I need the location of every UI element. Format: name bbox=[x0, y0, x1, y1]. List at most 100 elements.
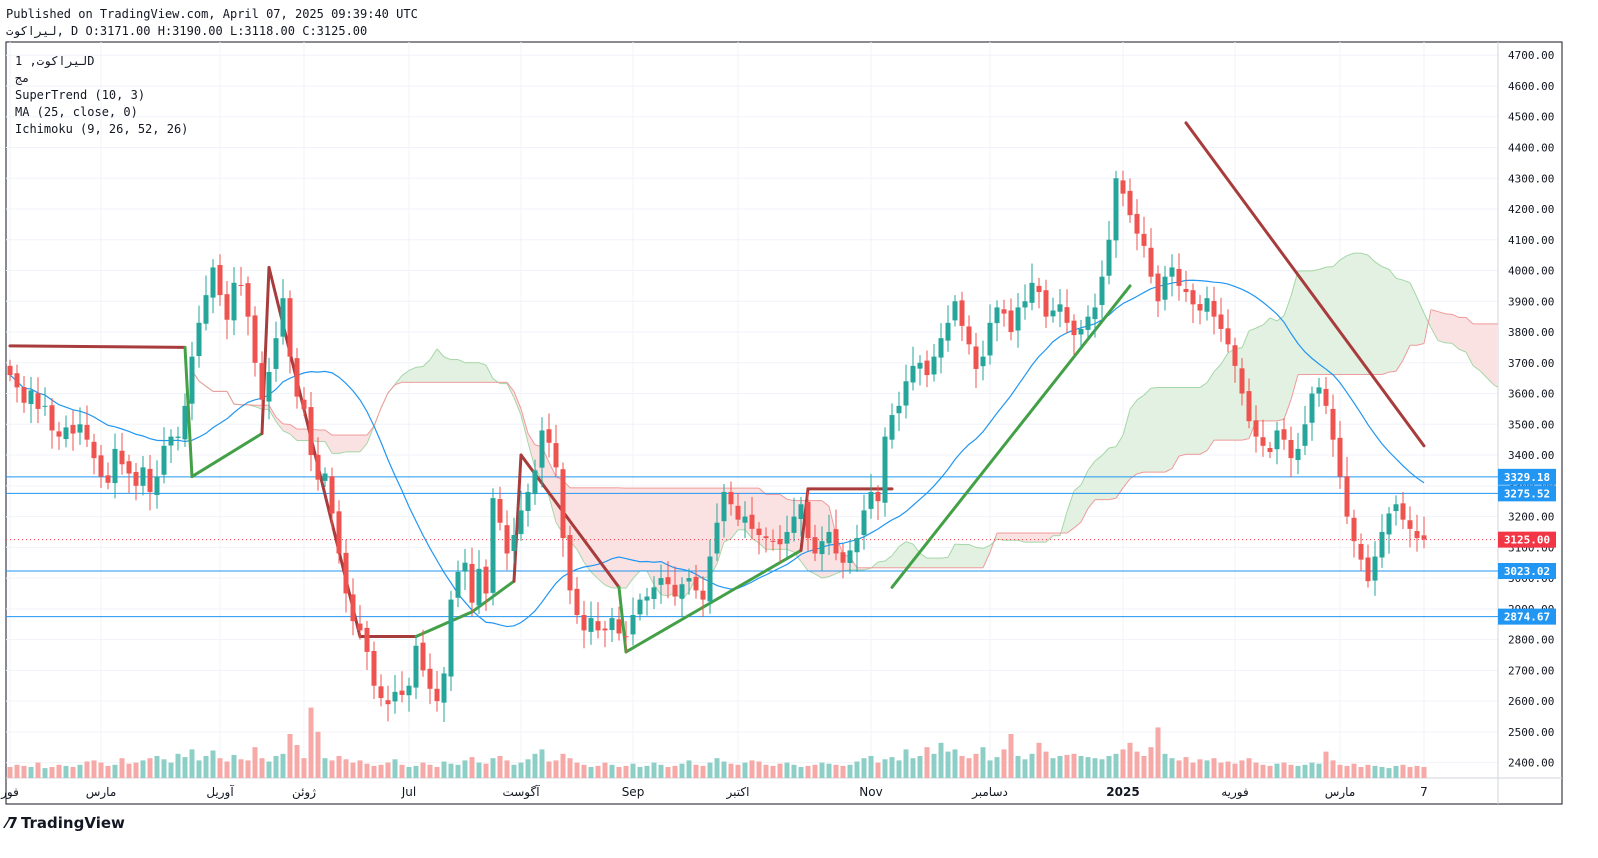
candle-body bbox=[1302, 424, 1308, 446]
senkou-a bbox=[632, 570, 641, 579]
candle-body bbox=[1316, 387, 1322, 394]
volume-bar bbox=[399, 764, 405, 778]
volume-bar bbox=[938, 742, 944, 778]
legend-supertrend[interactable]: SuperTrend (10, 3) bbox=[15, 88, 146, 102]
senkou-a bbox=[1451, 343, 1460, 350]
volume-bar bbox=[819, 762, 825, 778]
volume-bar bbox=[854, 761, 860, 778]
senkou-a bbox=[1367, 254, 1376, 263]
volume-bars bbox=[7, 707, 1427, 778]
cloud-segment bbox=[514, 391, 521, 416]
senkou-a bbox=[786, 548, 795, 553]
volume-bar bbox=[476, 762, 482, 778]
cloud-segment bbox=[1011, 533, 1018, 541]
price-axis[interactable]: 2400.002500.002600.002700.002800.002900.… bbox=[1498, 49, 1556, 770]
cloud-segment bbox=[997, 533, 1004, 541]
y-tick-label: 4500.00 bbox=[1508, 111, 1554, 124]
cloud-segment bbox=[1382, 266, 1389, 375]
senkou-b bbox=[1206, 439, 1215, 451]
candle-body bbox=[1281, 429, 1287, 440]
candle-body bbox=[1036, 285, 1042, 293]
candle-body bbox=[441, 673, 447, 703]
time-axis[interactable]: فور مارس آوریل ژوئن Jul آگوست Sep اکتبر Nov دسامب… bbox=[0, 784, 1428, 800]
senkou-b bbox=[1122, 478, 1131, 489]
volume-bar bbox=[833, 764, 839, 778]
x-tick-label: 7 bbox=[1420, 785, 1428, 799]
volume-bar bbox=[784, 762, 790, 778]
senkou-a bbox=[660, 594, 669, 597]
volume-bar bbox=[889, 757, 895, 778]
volume-bar bbox=[658, 764, 664, 778]
volume-bar bbox=[672, 765, 678, 778]
senkou-a bbox=[1486, 377, 1495, 386]
volume-bar bbox=[413, 765, 419, 778]
ma-line bbox=[9, 279, 1425, 628]
candle-body bbox=[679, 584, 685, 599]
cloud-segment bbox=[346, 435, 353, 452]
volume-bar bbox=[693, 764, 699, 778]
volume-bar bbox=[1337, 764, 1343, 778]
senkou-a bbox=[275, 421, 284, 432]
volume-bar bbox=[1386, 768, 1392, 778]
volume-bar bbox=[1365, 764, 1371, 778]
senkou-a bbox=[1199, 382, 1208, 388]
senkou-a bbox=[870, 561, 879, 569]
candle-body bbox=[546, 429, 552, 443]
senkou-a bbox=[800, 561, 809, 572]
volume-bar bbox=[1281, 762, 1287, 778]
x-tick-label: ژوئن bbox=[292, 785, 316, 800]
volume-bar bbox=[1393, 765, 1399, 778]
senkou-a bbox=[716, 541, 725, 565]
volume-bar bbox=[798, 767, 804, 778]
senkou-a bbox=[485, 364, 494, 379]
volume-bar bbox=[525, 759, 531, 778]
cloud-segment bbox=[1186, 387, 1193, 455]
volume-bar bbox=[735, 764, 741, 778]
candle-body bbox=[49, 405, 55, 431]
candle-body bbox=[406, 685, 412, 696]
candle-body bbox=[1064, 307, 1070, 323]
supertrend-segment bbox=[414, 610, 474, 639]
candle-body bbox=[1078, 328, 1084, 335]
cloud-segment bbox=[1039, 533, 1046, 543]
cloud-segment bbox=[1095, 455, 1102, 500]
y-tick-label: 2600.00 bbox=[1508, 695, 1554, 708]
cloud-segment bbox=[899, 541, 906, 568]
ma-polyline bbox=[9, 279, 1425, 628]
x-tick-label: آگوست bbox=[502, 784, 540, 800]
volume-bar bbox=[308, 707, 314, 778]
volume-bar bbox=[1057, 756, 1063, 778]
senkou-b bbox=[1108, 497, 1117, 501]
senkou-a bbox=[1094, 455, 1103, 462]
candle-body bbox=[903, 381, 909, 406]
cloud-segment bbox=[472, 362, 479, 383]
candle-body bbox=[700, 590, 706, 600]
senkou-a bbox=[338, 451, 347, 454]
volume-bar bbox=[1197, 759, 1203, 778]
candle-body bbox=[322, 473, 328, 481]
volume-bar bbox=[175, 753, 181, 778]
senkou-a bbox=[1122, 409, 1131, 436]
volume-bar bbox=[343, 759, 349, 778]
legend-ma[interactable]: MA (25, close, 0) bbox=[15, 105, 138, 119]
legend-ichimoku[interactable]: Ichimoku (9, 26, 52, 26) bbox=[15, 122, 189, 136]
volume-bar bbox=[385, 762, 391, 778]
volume-bar bbox=[63, 765, 69, 778]
candle-body bbox=[35, 393, 41, 409]
cloud-segment bbox=[1158, 387, 1165, 473]
senkou-a bbox=[877, 560, 886, 563]
candle-body bbox=[875, 491, 881, 502]
candle-body bbox=[497, 499, 503, 523]
volume-bar bbox=[994, 757, 1000, 778]
senkou-b bbox=[1444, 313, 1453, 315]
senkou-a bbox=[506, 383, 515, 398]
volume-bar bbox=[1148, 747, 1154, 778]
candle-body bbox=[693, 576, 699, 591]
volume-bar bbox=[1421, 767, 1427, 778]
candle-body bbox=[588, 618, 594, 632]
volume-bar bbox=[763, 764, 769, 778]
volume-bar bbox=[35, 762, 41, 778]
candle-body bbox=[707, 556, 713, 602]
candle-body bbox=[672, 584, 678, 597]
